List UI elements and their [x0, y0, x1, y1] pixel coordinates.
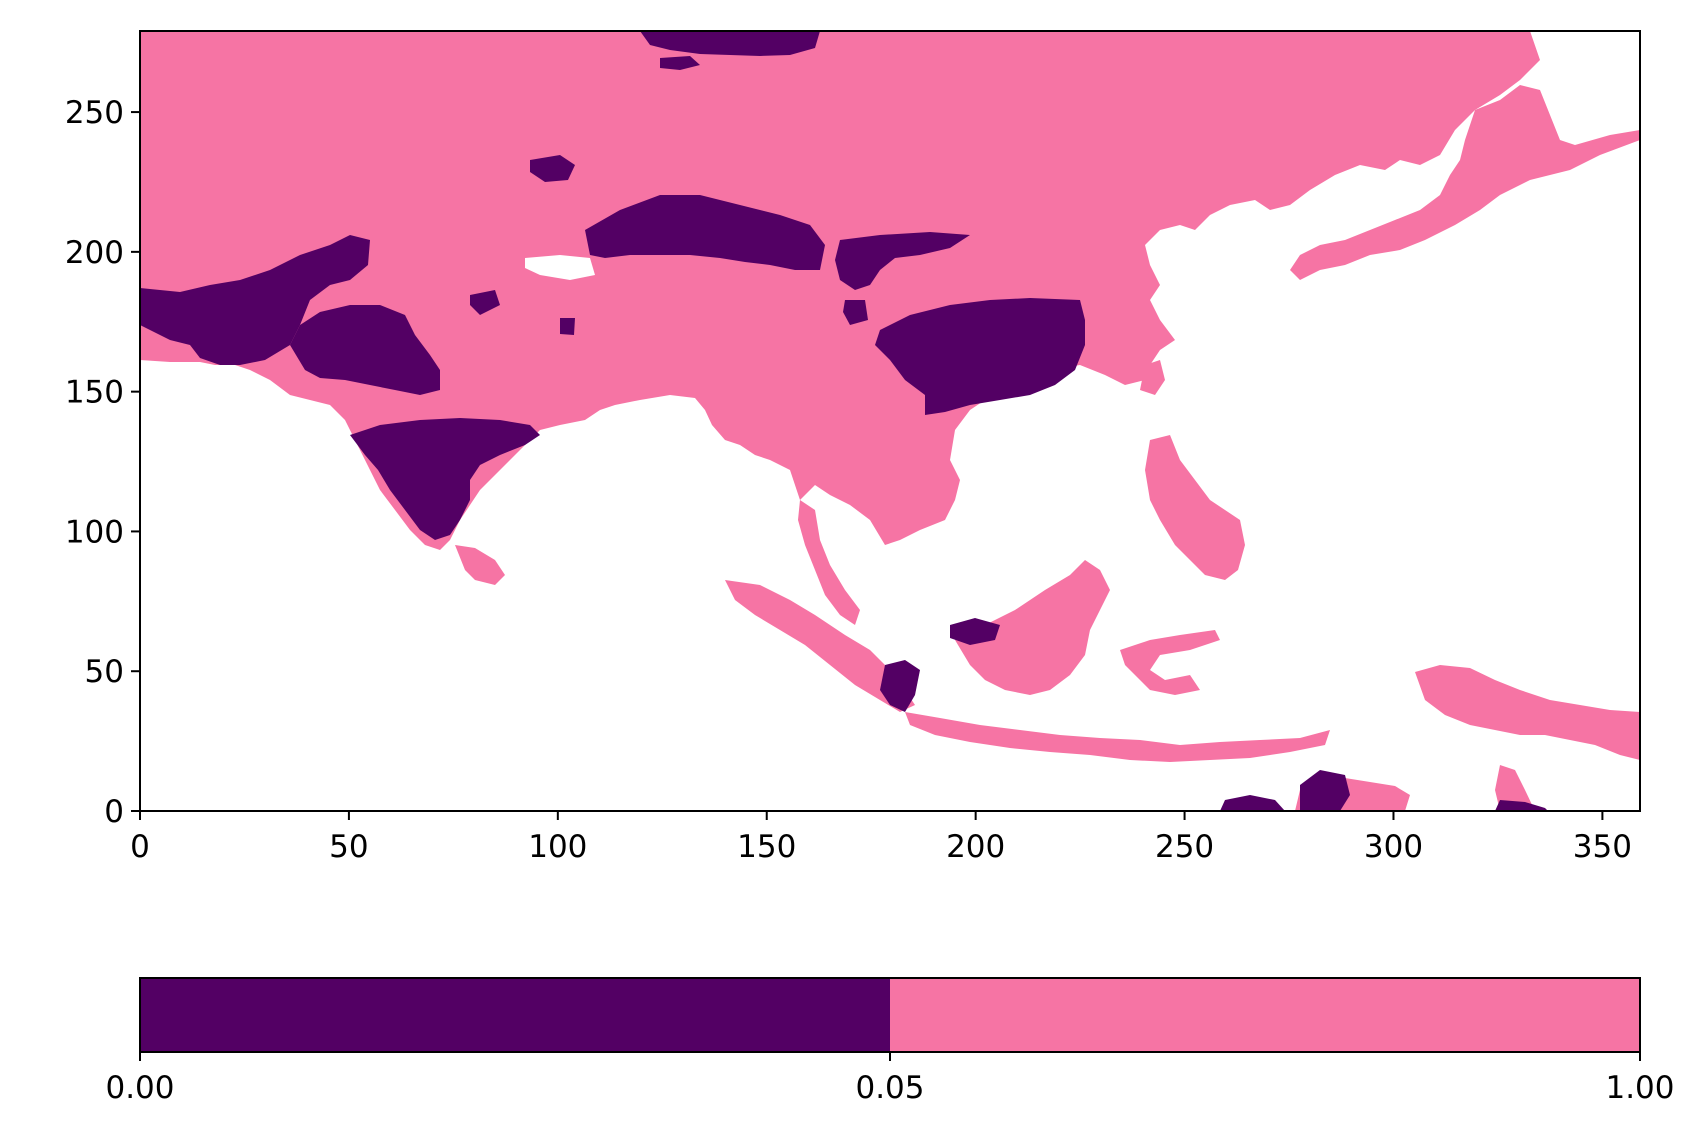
y-tick-label: 200: [65, 235, 124, 271]
land-region-sumatra: [725, 500, 915, 712]
x-tick-label: 50: [329, 829, 368, 865]
low-value-regions: [140, 31, 1548, 811]
y-tick-label: 250: [65, 95, 124, 131]
no-data-region-inland: [525, 255, 595, 280]
x-tick-label: 150: [737, 829, 796, 865]
low-region-china: [875, 298, 1085, 415]
low-region-australia-2: [1300, 770, 1350, 811]
land-region-philippines: [1140, 360, 1245, 580]
low-region-australia-1: [1220, 795, 1285, 811]
low-region-island-1: [530, 155, 575, 182]
low-region-borneo-west: [950, 618, 1000, 645]
plot-frame: [139, 30, 1641, 812]
x-tick-label: 350: [1573, 829, 1632, 865]
land-region-australia: [1295, 765, 1535, 811]
low-region-sumatra-south: [880, 660, 920, 712]
low-region-island-4: [470, 290, 575, 335]
low-region-india: [350, 418, 540, 540]
x-tick-label: 200: [946, 829, 1005, 865]
x-tick-label: 300: [1364, 829, 1423, 865]
colorbar-segments: [140, 978, 1640, 1052]
low-region-europe: [140, 235, 370, 365]
land-region-japan: [1290, 85, 1640, 280]
y-tick-label: 100: [65, 514, 124, 550]
y-tick-label: 150: [65, 375, 124, 411]
low-region-island-3: [843, 300, 868, 325]
y-tick-label: 0: [104, 794, 124, 830]
low-region-australia-3: [1495, 800, 1548, 811]
colorbar: 0.00 0.05 1.00: [105, 977, 1675, 1106]
land-region-sulawesi: [1120, 630, 1220, 695]
colorbar-tick-label: 0.00: [105, 1070, 174, 1106]
land-region-borneo: [955, 560, 1110, 695]
x-axis-ticks: 0 50 100 150 200 250 300 350: [130, 811, 1632, 865]
colorbar-tick-label: 1.00: [1605, 1070, 1674, 1106]
x-tick-label: 100: [528, 829, 587, 865]
low-region-siberia-north: [640, 31, 820, 56]
low-region-middle-east: [290, 305, 440, 395]
land-region-new-guinea: [1415, 665, 1640, 760]
colorbar-segment: [140, 978, 890, 1052]
colorbar-tick-label: 0.05: [855, 1070, 924, 1106]
low-region-island-2: [660, 56, 700, 70]
low-region-mongolia: [835, 232, 970, 290]
y-axis-ticks: 0 50 100 150 200 250: [65, 95, 140, 830]
x-tick-label: 0: [130, 829, 150, 865]
low-region-central-asia: [585, 195, 825, 270]
land-region-java: [905, 712, 1330, 762]
x-tick-label: 250: [1155, 829, 1214, 865]
map-image: [140, 31, 1640, 811]
colorbar-segment: [890, 978, 1640, 1052]
y-tick-label: 50: [85, 654, 124, 690]
colorbar-ticks: 0.00 0.05 1.00: [105, 1052, 1675, 1106]
land-region-sri-lanka: [455, 545, 505, 585]
map-axes: 0 50 100 150 200 250 300 350 0 50 100 150 200 250: [65, 30, 1641, 865]
